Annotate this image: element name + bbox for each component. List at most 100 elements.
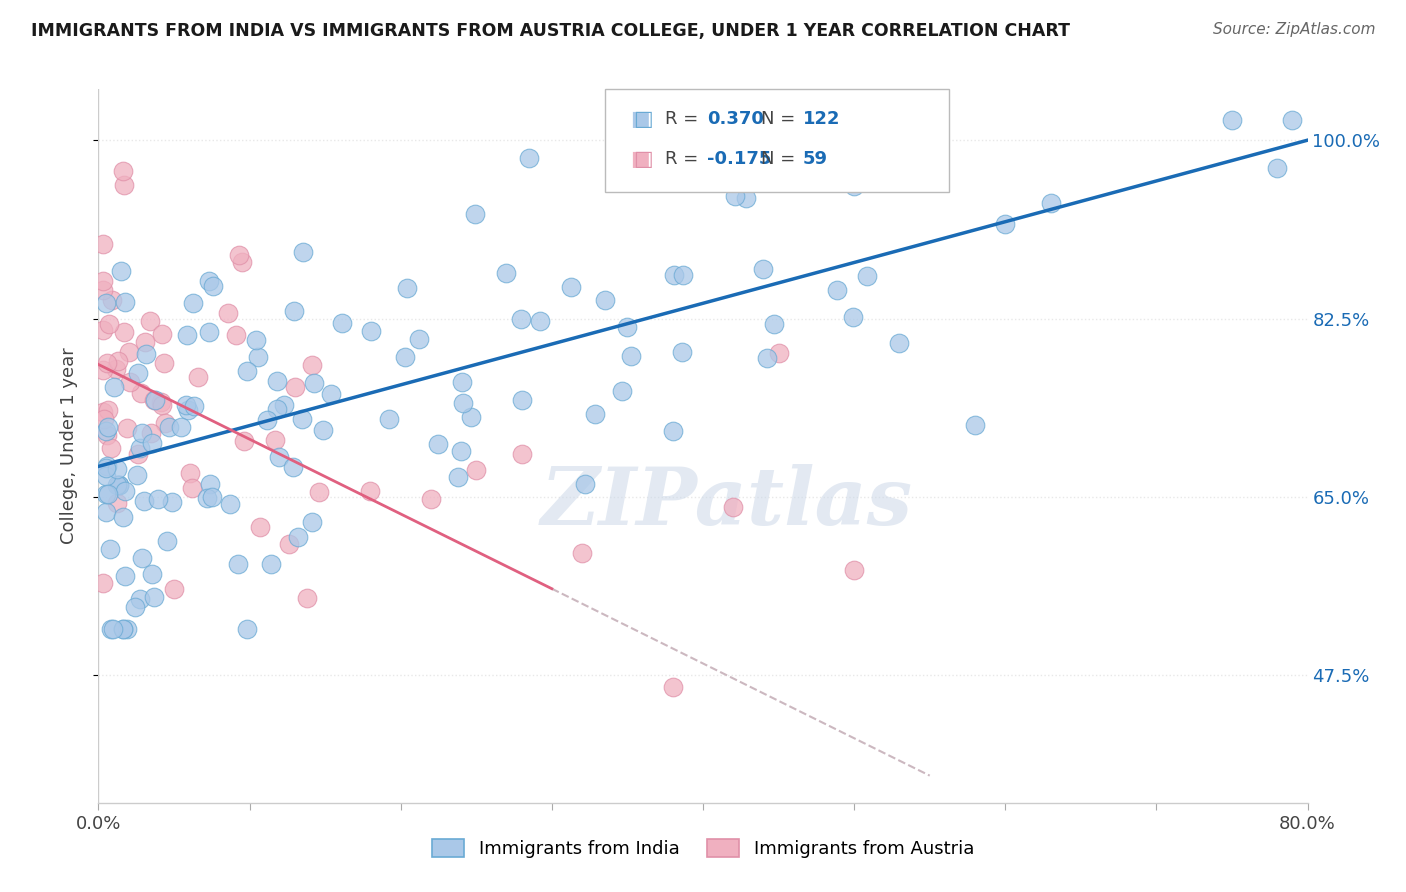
Point xyxy=(408,332,430,346)
Point xyxy=(129,442,152,456)
Point xyxy=(96,458,118,473)
Point xyxy=(142,590,165,604)
Point xyxy=(228,248,250,262)
Point xyxy=(94,505,117,519)
Point xyxy=(91,323,114,337)
Point xyxy=(93,412,115,426)
Point xyxy=(842,310,865,324)
Point xyxy=(225,327,247,342)
Point xyxy=(965,418,987,433)
Point xyxy=(585,407,607,421)
Point xyxy=(661,681,683,695)
Point xyxy=(187,369,209,384)
Point xyxy=(593,293,616,307)
Point xyxy=(447,470,470,484)
Text: Source: ZipAtlas.com: Source: ZipAtlas.com xyxy=(1212,22,1375,37)
Point xyxy=(616,320,638,334)
Point xyxy=(94,469,117,483)
Point xyxy=(308,485,330,500)
Text: -0.175: -0.175 xyxy=(707,150,772,168)
Point xyxy=(672,268,695,282)
Point xyxy=(1267,161,1289,175)
Text: N =: N = xyxy=(761,150,800,168)
Point xyxy=(420,491,443,506)
Point xyxy=(201,279,224,293)
Point xyxy=(284,380,307,394)
Point xyxy=(97,317,120,331)
Point xyxy=(724,189,747,203)
Point xyxy=(217,306,239,320)
Point xyxy=(256,413,278,427)
Point xyxy=(91,405,114,419)
Point xyxy=(100,441,122,455)
Point xyxy=(278,537,301,551)
Point xyxy=(266,374,288,388)
Point xyxy=(131,426,153,441)
Point xyxy=(107,496,129,510)
Point xyxy=(105,462,128,476)
Point xyxy=(108,477,131,491)
Point xyxy=(94,487,117,501)
Point xyxy=(146,492,169,507)
Point xyxy=(153,417,176,431)
Point xyxy=(97,420,120,434)
Point xyxy=(768,346,790,360)
Point xyxy=(115,421,138,435)
Point xyxy=(295,591,318,606)
Point xyxy=(141,435,163,450)
Point xyxy=(620,349,643,363)
Point xyxy=(264,434,287,448)
Point xyxy=(453,396,475,410)
Point xyxy=(181,295,204,310)
Point xyxy=(174,398,197,412)
Point xyxy=(114,483,136,498)
Point xyxy=(127,447,149,461)
Point xyxy=(131,550,153,565)
Point xyxy=(91,363,114,377)
Point xyxy=(142,393,165,408)
Point xyxy=(125,467,148,482)
Point xyxy=(450,444,472,458)
Point xyxy=(283,304,305,318)
Point xyxy=(464,207,486,221)
Point xyxy=(112,325,135,339)
Point xyxy=(124,600,146,615)
Point xyxy=(889,336,911,351)
Point xyxy=(662,268,685,282)
Point xyxy=(856,268,879,283)
Point xyxy=(111,510,134,524)
Point xyxy=(135,347,157,361)
Point xyxy=(105,362,128,376)
Point xyxy=(377,411,399,425)
Point xyxy=(97,403,120,417)
Point xyxy=(394,351,416,365)
Point xyxy=(291,244,314,259)
Point xyxy=(245,333,267,347)
Point xyxy=(281,459,304,474)
Point xyxy=(661,424,683,438)
Text: 59: 59 xyxy=(803,150,828,168)
Point xyxy=(170,419,193,434)
Point xyxy=(100,293,122,307)
Point xyxy=(100,623,122,637)
Point xyxy=(160,495,183,509)
Point xyxy=(134,334,156,349)
Point xyxy=(232,434,254,448)
Point xyxy=(129,386,152,401)
Point xyxy=(226,557,249,571)
Point xyxy=(231,254,253,268)
Point xyxy=(153,356,176,370)
Point xyxy=(96,428,118,442)
Point xyxy=(176,327,198,342)
Point xyxy=(129,592,152,607)
Point xyxy=(395,281,418,295)
Point xyxy=(752,262,775,277)
Point xyxy=(517,151,540,165)
Point xyxy=(249,520,271,534)
Point xyxy=(844,562,866,576)
Point xyxy=(149,394,172,409)
Point xyxy=(156,533,179,548)
Point xyxy=(157,420,180,434)
Point xyxy=(103,380,125,394)
Point xyxy=(360,484,382,499)
